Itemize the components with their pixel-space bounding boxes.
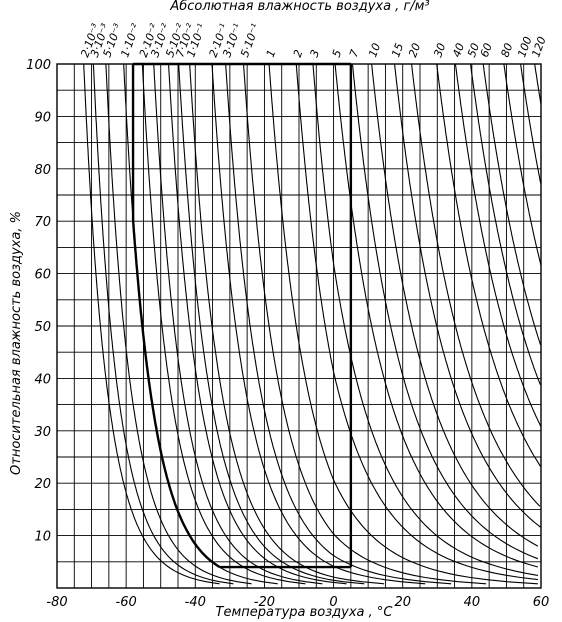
x-tick-label: -40 bbox=[185, 595, 206, 610]
humidity-curve bbox=[454, 63, 542, 427]
curve-label: 3 bbox=[308, 48, 323, 59]
humidity-curve bbox=[92, 63, 234, 585]
plot-border bbox=[56, 63, 542, 589]
humidity-curve bbox=[520, 63, 542, 184]
x-tick-label: -80 bbox=[46, 595, 67, 610]
curve-labels: 2·10⁻³3·10⁻³5·10⁻³1·10⁻²2·10⁻²3·10⁻²5·10… bbox=[78, 21, 548, 59]
y-tick-label: 40 bbox=[34, 372, 51, 387]
humidity-curve bbox=[371, 63, 539, 547]
humidity-curve bbox=[268, 63, 538, 585]
curve-label: 80 bbox=[499, 41, 516, 59]
y-tick-label: 100 bbox=[26, 58, 51, 73]
plot-frame bbox=[56, 63, 542, 589]
humidity-curve bbox=[178, 63, 365, 585]
x-axis-label: Температура воздуха , °C bbox=[216, 605, 394, 620]
region-boundary-curve bbox=[131, 196, 221, 569]
humidity-curve bbox=[83, 63, 220, 585]
y-axis-label: Относительная влажность воздуха, % bbox=[9, 211, 24, 475]
humidity-curve bbox=[482, 63, 542, 346]
humidity-curve bbox=[469, 63, 541, 385]
highlighted-region bbox=[131, 62, 353, 569]
x-tick-labels: -80 -60 -40 -20 0 20 40 60 bbox=[46, 595, 549, 610]
curve-label: 10 bbox=[366, 41, 383, 59]
curve-label: 5 bbox=[330, 48, 345, 59]
humidity-curve bbox=[189, 63, 385, 585]
humidity-curve bbox=[503, 63, 542, 266]
humidity-curve bbox=[312, 63, 538, 576]
humidity-curve bbox=[394, 63, 541, 528]
curve-label: 60 bbox=[478, 41, 495, 59]
y-tick-label: 20 bbox=[34, 477, 51, 492]
curve-label: 50 bbox=[465, 41, 482, 59]
humidity-curve bbox=[295, 63, 538, 581]
x-tick-label: 20 bbox=[394, 595, 411, 610]
x-tick-label: 40 bbox=[464, 595, 481, 610]
curve-label: 15 bbox=[389, 41, 406, 59]
y-tick-label: 30 bbox=[34, 425, 51, 440]
curve-label: 20 bbox=[406, 41, 423, 59]
y-tick-label: 70 bbox=[34, 215, 51, 230]
humidity-curve bbox=[436, 63, 541, 467]
grid bbox=[56, 63, 542, 589]
humidity-curve bbox=[105, 63, 252, 585]
curves bbox=[83, 63, 542, 585]
curve-label: 7 bbox=[347, 48, 362, 59]
y-tick-label: 90 bbox=[34, 110, 51, 125]
humidity-curve bbox=[168, 63, 347, 585]
curve-label: 2 bbox=[291, 48, 306, 59]
x-tick-label: 60 bbox=[533, 595, 550, 610]
humidity-curve bbox=[534, 63, 542, 104]
y-tick-label: 60 bbox=[34, 268, 51, 283]
curve-label: 30 bbox=[431, 41, 448, 59]
x-tick-label: -20 bbox=[254, 595, 275, 610]
x-tick-label: 0 bbox=[329, 595, 337, 610]
humidity-curve bbox=[141, 63, 306, 585]
x-tick-label: -60 bbox=[116, 595, 137, 610]
y-tick-label: 80 bbox=[34, 163, 51, 178]
curve-label: 1 bbox=[264, 48, 279, 59]
humidity-curve bbox=[334, 63, 539, 568]
curve-label: 40 bbox=[450, 41, 467, 59]
humidity-curve bbox=[225, 63, 452, 585]
chart-title: Абсолютная влажность воздуха , г/м³ bbox=[169, 0, 429, 14]
humidity-curve bbox=[351, 63, 539, 560]
y-tick-label: 10 bbox=[34, 530, 51, 545]
humidity-curve bbox=[411, 63, 541, 507]
y-tick-labels: 10 20 30 40 50 60 70 80 90 100 bbox=[26, 58, 51, 545]
humidity-curve bbox=[153, 63, 323, 585]
y-tick-label: 50 bbox=[34, 320, 51, 335]
humidity-curve bbox=[211, 63, 426, 585]
humidity-curve bbox=[242, 63, 487, 585]
